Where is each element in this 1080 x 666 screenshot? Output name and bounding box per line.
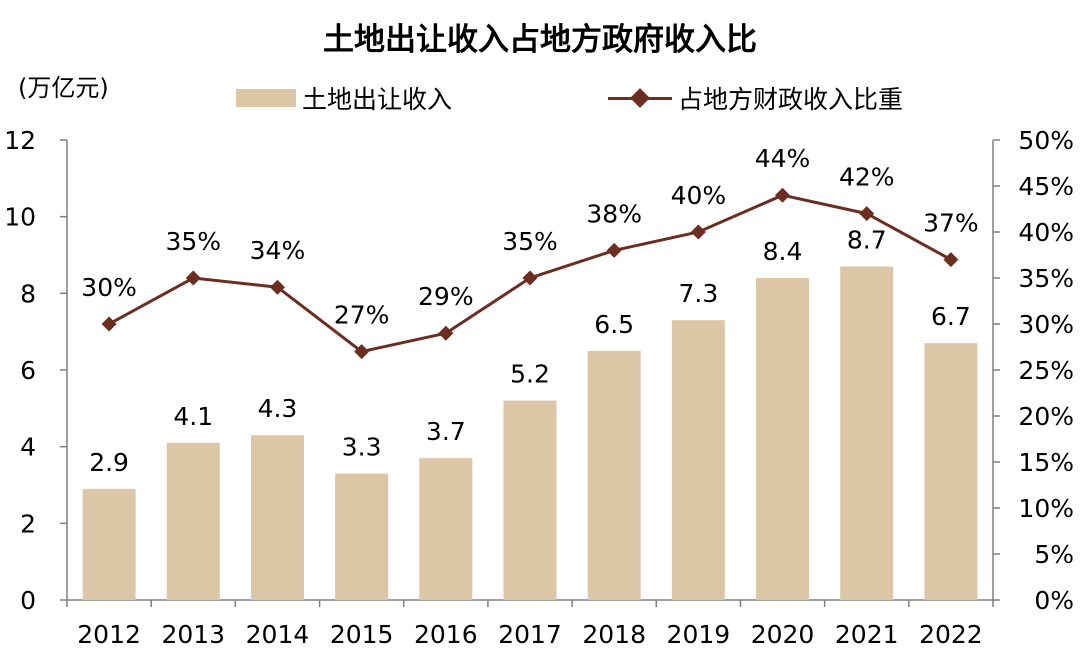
line-data-label: 34% (250, 236, 306, 265)
line-point-marker (775, 187, 791, 203)
line-data-label: 29% (418, 282, 474, 311)
left-axis-tick-label: 0 (20, 586, 36, 615)
bar (419, 458, 473, 600)
x-axis-tick-label: 2019 (667, 620, 731, 649)
bar (503, 400, 557, 600)
right-axis-tick-label: 50% (1018, 126, 1074, 155)
x-axis-tick-label: 2017 (498, 620, 562, 649)
line-data-label: 35% (502, 227, 558, 256)
x-axis-tick-label: 2018 (582, 620, 646, 649)
left-axis-tick-label: 12 (4, 126, 36, 155)
x-axis-tick-label: 2021 (835, 620, 899, 649)
line-point-marker (522, 270, 538, 286)
line-point-marker (101, 316, 117, 332)
line-point-marker (943, 252, 959, 268)
bar (587, 350, 641, 600)
bar-data-label: 3.7 (426, 417, 466, 446)
right-axis-tick-label: 25% (1018, 356, 1074, 385)
bar (671, 320, 725, 600)
line-point-marker (438, 325, 454, 341)
x-axis-tick-label: 2013 (161, 620, 225, 649)
left-axis-tick-label: 2 (20, 509, 36, 538)
bar-data-label: 5.2 (510, 360, 550, 389)
x-axis-tick-label: 2016 (414, 620, 478, 649)
x-axis-tick-label: 2020 (751, 620, 815, 649)
bar-data-label: 6.5 (594, 310, 634, 339)
right-axis-tick-label: 30% (1018, 310, 1074, 339)
line-data-label: 27% (334, 301, 390, 330)
line-point-marker (354, 344, 370, 360)
legend-line-label: 占地方财政收入比重 (678, 85, 904, 114)
legend-line-swatch (608, 88, 672, 108)
x-axis-tick-label: 2014 (246, 620, 310, 649)
right-axis-tick-label: 20% (1018, 402, 1074, 431)
line-point-marker (859, 206, 875, 222)
line-point-marker (690, 224, 706, 240)
line-data-label: 42% (839, 163, 895, 192)
bar (756, 278, 810, 600)
right-axis-tick-label: 0% (1034, 586, 1074, 615)
chart-title: 土地出让收入占地方政府收入比 (323, 22, 757, 58)
x-axis-tick-label: 2012 (77, 620, 141, 649)
bar-data-label: 8.7 (847, 226, 887, 255)
bar-data-label: 4.3 (258, 394, 298, 423)
line-data-label: 37% (923, 209, 979, 238)
line-data-label: 38% (586, 199, 642, 228)
bar (166, 442, 220, 600)
right-axis-tick-label: 40% (1018, 218, 1074, 247)
line-data-label: 40% (671, 181, 727, 210)
bar (250, 435, 304, 600)
bar-data-label: 3.3 (342, 433, 382, 462)
left-axis-unit-label: (万亿元) (18, 74, 109, 102)
legend-item-line: 占地方财政收入比重 (608, 80, 903, 116)
bar-data-label: 6.7 (931, 302, 971, 331)
line-data-label: 35% (165, 227, 221, 256)
right-axis-tick-label: 35% (1018, 264, 1074, 293)
left-axis-tick-label: 4 (20, 433, 36, 462)
right-axis-tick-label: 10% (1018, 494, 1074, 523)
legend-item-bar: 土地出让收入 (236, 80, 452, 116)
line-point-marker (185, 270, 201, 286)
line-point-marker (606, 242, 622, 258)
x-axis-tick-label: 2022 (919, 620, 983, 649)
line-data-label: 30% (81, 273, 137, 302)
right-axis-tick-label: 15% (1018, 448, 1074, 477)
bar-data-label: 8.4 (763, 237, 803, 266)
legend-bar-swatch (236, 89, 296, 107)
bar (82, 488, 136, 600)
bar (840, 266, 894, 600)
left-axis-tick-label: 8 (20, 279, 36, 308)
right-axis-tick-label: 45% (1018, 172, 1074, 201)
bar (335, 473, 389, 600)
x-axis-tick-label: 2015 (330, 620, 394, 649)
bar-data-label: 7.3 (678, 279, 718, 308)
left-axis-tick-label: 6 (20, 356, 36, 385)
line-data-label: 44% (755, 144, 811, 173)
left-axis-tick-label: 10 (4, 203, 36, 232)
bar-data-label: 2.9 (89, 448, 129, 477)
legend-bar-label: 土地出让收入 (302, 85, 453, 114)
right-axis-tick-label: 5% (1034, 540, 1074, 569)
bar-data-label: 4.1 (173, 402, 213, 431)
bar (924, 343, 978, 600)
line-point-marker (269, 279, 285, 295)
